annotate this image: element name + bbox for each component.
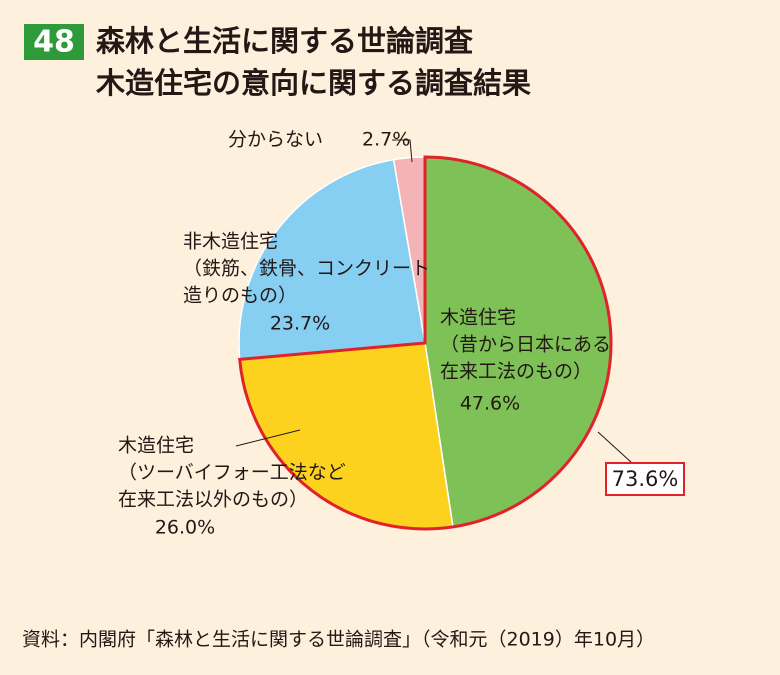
annotation-box [605, 462, 685, 496]
leader-line [392, 139, 413, 163]
leader-line [235, 429, 301, 447]
slice-label: 在来工法のもの） [440, 361, 592, 383]
value-label: 23.7% [270, 313, 330, 335]
slice-label: （ツーバイフォー工法など [118, 462, 346, 484]
slice-label: 木造住宅 [118, 435, 194, 457]
source: 資料：内閣府「森林と生活に関する世論調査」（令和元（2019）年10月） [22, 629, 655, 651]
badge: 48 [33, 25, 75, 60]
badge-box [24, 24, 84, 60]
chart-title: 木造住宅の意向に関する調査結果 [95, 66, 531, 100]
value-label: 47.6% [460, 393, 520, 415]
highlight-outline [238, 155, 613, 531]
slice-label: （昔から日本にある [440, 334, 611, 356]
value-label: 2.7% [362, 129, 410, 151]
slice-label: 分からない [228, 129, 323, 151]
leader-line [597, 431, 633, 464]
slice-label: 在来工法以外のもの） [118, 489, 308, 511]
slice-label: 木造住宅 [440, 307, 516, 329]
slice [238, 158, 426, 361]
chart-title: 森林と生活に関する世論調査 [96, 24, 473, 58]
annotation-label: 73.6% [612, 467, 679, 491]
slice-label: 造りのもの） [183, 285, 297, 307]
value-label: 26.0% [155, 517, 215, 539]
slice-label: 非木造住宅 [183, 231, 278, 253]
slice-label: （鉄筋、鉄骨、コンクリート [183, 258, 430, 280]
